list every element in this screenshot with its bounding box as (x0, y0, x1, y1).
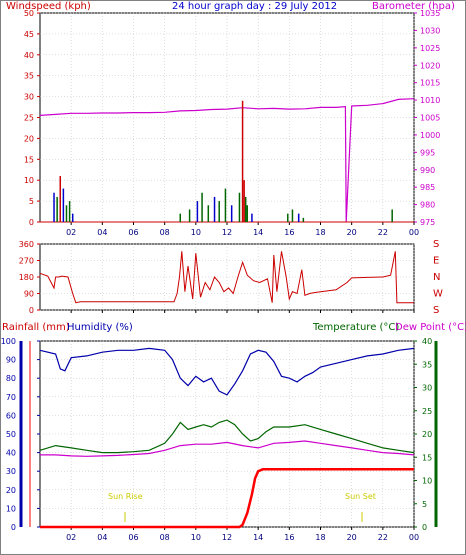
mid-left-tick-label: 0 (29, 306, 34, 315)
bot-right-tick-label: 25 (422, 407, 432, 416)
top-right-tick-label: 1010 (420, 96, 440, 105)
rainfall-label: Rainfall (mm) (2, 322, 70, 333)
wind-direction-line (39, 251, 414, 304)
bot-left-tick-label: 20 (6, 486, 16, 495)
bot-right-tick-label: 0 (422, 523, 427, 532)
top-right-tick-label: 1000 (420, 131, 440, 140)
top-right-tick-label: 995 (420, 148, 435, 157)
top-left-tick-label: 35 (24, 72, 34, 81)
x-tick-label: 20 (347, 228, 357, 237)
top-right-tick-label: 1025 (420, 44, 440, 53)
dewpoint-label: Dew Point (°C) (395, 322, 466, 333)
mid-left-tick-label: 90 (24, 290, 34, 299)
top-left-tick-label: 25 (24, 114, 34, 123)
x-tick-label: 02 (66, 228, 76, 237)
mid-left-tick-label: 180 (19, 273, 34, 282)
x-tick-label: 00 (409, 533, 419, 542)
x-tick-label: 18 (315, 533, 325, 542)
x-tick-label: 14 (253, 533, 263, 542)
x-tick-label: 18 (315, 228, 325, 237)
chart-title: 24 hour graph day : 29 July 2012 (172, 1, 337, 12)
x-tick-label: 04 (97, 228, 107, 237)
top-left-tick-label: 30 (24, 93, 34, 102)
x-tick-label: 22 (378, 533, 388, 542)
humidity-label: Humidity (%) (67, 322, 133, 333)
top-right-tick-label: 1035 (420, 9, 440, 18)
x-tick-label: 06 (128, 228, 138, 237)
top-right-tick-label: 975 (420, 218, 435, 227)
x-tick-label: 20 (347, 533, 357, 542)
x-tick-label: 16 (284, 533, 294, 542)
bot-left-tick-label: 60 (6, 411, 16, 420)
top-left-tick-label: 0 (29, 218, 34, 227)
rainfall-line (40, 468, 414, 529)
x-tick-label: 10 (191, 533, 201, 542)
bot-left-tick-label: 50 (6, 430, 16, 439)
sunrise-label: Sun Rise (108, 492, 143, 501)
bot-right-tick-label: 15 (422, 453, 432, 462)
bot-left-tick-label: 90 (6, 356, 16, 365)
dewpoint-line (40, 440, 415, 457)
top-left-tick-label: 40 (24, 51, 34, 60)
top-right-tick-label: 985 (420, 183, 435, 192)
compass-letter: S (433, 239, 439, 250)
top-right-tick-label: 1015 (420, 79, 440, 88)
x-tick-label: 16 (284, 228, 294, 237)
bot-right-tick-label: 5 (422, 500, 427, 509)
windspeed-label: Windspeed (kph) (6, 1, 91, 12)
compass-letter: E (433, 256, 439, 267)
x-tick-label: 22 (378, 228, 388, 237)
x-tick-label: 10 (191, 228, 201, 237)
x-tick-label: 06 (128, 533, 138, 542)
x-tick-label: 12 (222, 533, 232, 542)
x-tick-label: 08 (160, 533, 170, 542)
temperature-line (39, 419, 415, 454)
x-tick-label: 04 (97, 533, 107, 542)
top-right-tick-label: 1005 (420, 114, 440, 123)
barometer-label: Barometer (hpa) (372, 1, 455, 12)
bot-right-tick-label: 40 (422, 337, 432, 346)
bot-right-tick-label: 35 (422, 360, 432, 369)
top-left-tick-label: 45 (24, 30, 34, 39)
humidity-line (39, 347, 415, 396)
x-tick-label: 08 (160, 228, 170, 237)
x-tick-label: 14 (253, 228, 263, 237)
top-right-tick-label: 980 (420, 201, 435, 210)
top-right-tick-label: 1030 (420, 26, 440, 35)
top-left-tick-label: 5 (29, 197, 34, 206)
mid-left-tick-label: 360 (19, 240, 34, 249)
compass-letter: S (433, 305, 439, 316)
top-left-tick-label: 10 (24, 176, 34, 185)
compass-letter: W (433, 289, 443, 300)
temperature-label: Temperature (°C) (312, 322, 399, 333)
top-left-tick-label: 20 (24, 134, 34, 143)
top-right-tick-label: 1020 (420, 61, 440, 70)
top-left-tick-label: 15 (24, 155, 34, 164)
top-left-tick-label: 50 (24, 9, 34, 18)
bot-right-tick-label: 30 (422, 384, 432, 393)
bot-right-tick-label: 20 (422, 430, 432, 439)
top-right-tick-label: 990 (420, 166, 435, 175)
bot-left-tick-label: 40 (6, 449, 16, 458)
bot-left-tick-label: 10 (6, 504, 16, 513)
compass-letter: N (433, 272, 440, 283)
x-tick-label: 12 (222, 228, 232, 237)
bot-left-tick-label: 70 (6, 393, 16, 402)
bot-left-tick-label: 0 (11, 523, 16, 532)
x-tick-label: 02 (66, 533, 76, 542)
bot-left-tick-label: 30 (6, 467, 16, 476)
bot-left-tick-label: 80 (6, 374, 16, 383)
bot-left-tick-label: 100 (1, 337, 16, 346)
mid-left-tick-label: 270 (19, 257, 34, 266)
sunset-label: Sun Set (345, 492, 376, 501)
bot-right-tick-label: 10 (422, 477, 432, 486)
x-tick-label: 00 (409, 228, 419, 237)
